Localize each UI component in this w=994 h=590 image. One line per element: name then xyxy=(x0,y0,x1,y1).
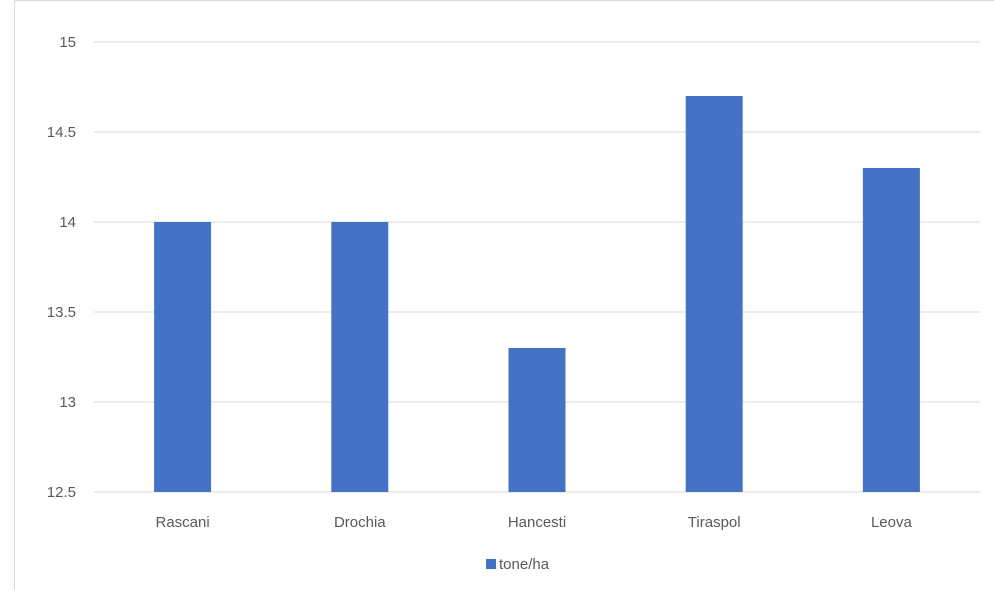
bar-tiraspol xyxy=(685,96,743,492)
x-tick-label: Tiraspol xyxy=(688,514,741,531)
x-tick-label: Drochia xyxy=(334,514,386,531)
y-tick-label: 13.5 xyxy=(47,304,76,321)
y-tick-label: 13 xyxy=(59,394,76,411)
x-axis-ticks: Rascani Drochia Hancesti Tiraspol Leova xyxy=(155,514,912,531)
x-tick-label: Hancesti xyxy=(508,514,566,531)
y-tick-label: 12.5 xyxy=(47,484,76,501)
y-tick-label: 14.5 xyxy=(47,124,76,141)
bar-rascani xyxy=(154,222,212,492)
legend-label: tone/ha xyxy=(499,556,550,573)
legend-swatch xyxy=(486,559,496,569)
bar-leova xyxy=(862,168,920,492)
bar-drochia xyxy=(331,222,389,492)
y-tick-label: 14 xyxy=(59,214,76,231)
x-tick-label: Leova xyxy=(871,514,913,531)
y-tick-label: 15 xyxy=(59,34,76,51)
y-axis-ticks: 12.5 13 13.5 14 14.5 15 xyxy=(47,34,76,501)
bars xyxy=(154,96,920,492)
x-tick-label: Rascani xyxy=(155,514,209,531)
legend: tone/ha xyxy=(486,556,550,573)
bar-hancesti xyxy=(508,348,566,492)
